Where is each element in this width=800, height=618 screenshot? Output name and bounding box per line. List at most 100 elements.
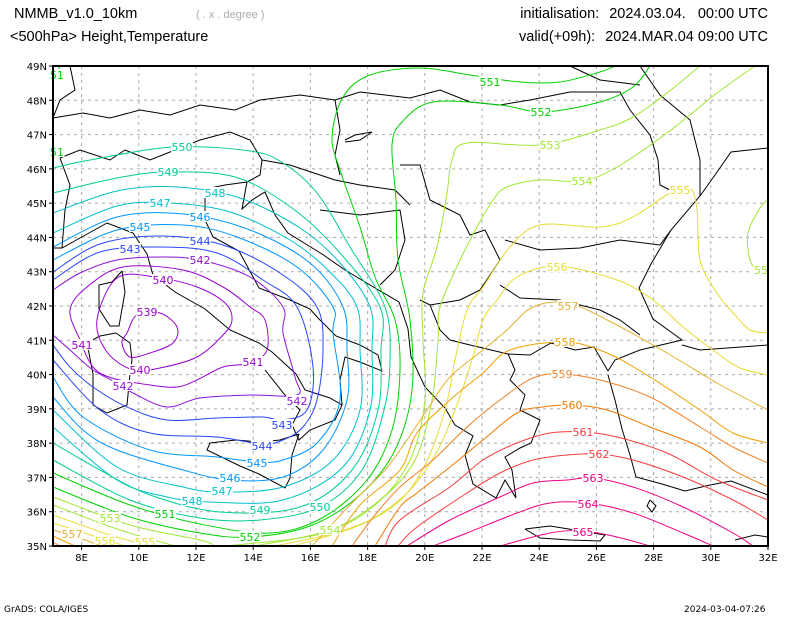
contour-label-mask — [239, 531, 261, 542]
border-italy-france — [59, 157, 71, 249]
coastline-cyprus-edge — [734, 534, 769, 541]
contour-label-mask — [136, 306, 158, 317]
contour-label-mask — [319, 524, 341, 535]
contour-label-mask — [119, 243, 141, 254]
model-name: NMMB_v1.0_10km — [14, 6, 138, 22]
init-label: initialisation: — [520, 6, 600, 22]
contour-559 — [52, 541, 61, 547]
border-north — [52, 65, 76, 119]
border-austria-hungary — [334, 99, 341, 176]
contour-label-550: 550 — [172, 141, 193, 154]
contour-label-mask — [242, 356, 264, 367]
lat-label: 46N — [27, 165, 47, 176]
lon-label: 16E — [301, 553, 320, 564]
contour-label-543: 543 — [272, 419, 293, 432]
lat-label: 41N — [27, 336, 47, 347]
contour-label-mask — [572, 526, 594, 537]
contour-label-549: 549 — [158, 166, 179, 179]
contour-551 — [52, 65, 616, 534]
contour-label-mask — [246, 457, 268, 468]
contour-label-mask — [588, 448, 610, 459]
contour-label-554: 554 — [320, 524, 341, 537]
coastline-corsica — [98, 270, 126, 327]
coastline-crete — [524, 525, 606, 542]
contour-label-558: 558 — [555, 336, 576, 349]
contour-label-557: 557 — [558, 300, 579, 313]
contour-label-mask — [219, 472, 241, 483]
coastline-italy-east — [204, 181, 383, 406]
contour-label-551: 51 — [50, 146, 64, 159]
contour-544 — [52, 235, 324, 445]
lat-label: 47N — [27, 131, 47, 142]
contour-label-544: 544 — [190, 235, 211, 248]
lon-label: 28E — [644, 553, 663, 564]
contour-label-561: 561 — [573, 426, 594, 439]
contour-label-556: 556 — [547, 261, 568, 274]
contour-label-546: 546 — [190, 211, 211, 224]
border-slovenia-croatia — [261, 159, 411, 206]
contour-543 — [52, 246, 314, 422]
contour-label-552: 552 — [531, 106, 552, 119]
contour-546 — [52, 212, 350, 482]
contour-559 — [351, 373, 769, 547]
lat-label: 39N — [27, 405, 47, 416]
footer-credit: GrADS: COLA/IGES — [4, 605, 89, 615]
contour-label-mask — [94, 535, 116, 546]
contour-label-mask — [129, 364, 151, 375]
contour-545 — [52, 223, 342, 463]
contour-label-mask — [582, 472, 604, 483]
coastline-turkey — [607, 147, 769, 372]
lon-label: 18E — [358, 553, 377, 564]
contour-label-549: 549 — [250, 504, 271, 517]
contour-label-548: 548 — [205, 187, 226, 200]
contour-541 — [69, 265, 269, 388]
lat-label: 37N — [27, 473, 47, 484]
contour-539 — [121, 311, 179, 358]
contour-label-547: 547 — [212, 485, 233, 498]
contour-label-544: 544 — [252, 440, 273, 453]
contour-label-mask — [134, 536, 156, 547]
contour-label-540: 540 — [130, 364, 151, 377]
contour-labels: 5505495485475465455445435425405395405415… — [49, 69, 769, 549]
contour-label-548: 548 — [182, 495, 203, 508]
contour-label-551: 51 — [50, 69, 64, 82]
contour-552 — [52, 65, 651, 538]
contour-label-550: 550 — [310, 501, 331, 514]
contour-label-551: 551 — [480, 76, 501, 89]
lat-label: 38N — [27, 439, 47, 450]
contour-label-559: 559 — [552, 368, 573, 381]
border-romania-bulgaria — [504, 229, 672, 251]
contour-label-mask — [189, 235, 211, 246]
contour-556 — [292, 265, 769, 547]
contour-550 — [52, 146, 391, 522]
contour-label-545: 545 — [247, 457, 268, 470]
contour-554 — [746, 199, 769, 274]
lat-label: 45N — [27, 199, 47, 210]
contour-562 — [397, 453, 769, 547]
coastline-anatolia — [681, 344, 769, 351]
contour-label-541: 541 — [72, 339, 93, 352]
contour-label-564: 564 — [578, 498, 599, 511]
contour-547 — [52, 201, 363, 493]
contour-label-554: 554 — [572, 175, 593, 188]
contour-557 — [311, 301, 769, 547]
lon-label: 26E — [587, 553, 606, 564]
contour-label-mask — [99, 512, 121, 523]
contour-label-mask — [530, 106, 552, 117]
contour-label-mask — [554, 336, 576, 347]
contour-label-mask — [149, 197, 171, 208]
valid-row: valid(+09h): 2024.MAR.04 09:00 UTC — [519, 29, 768, 45]
contour-551 — [52, 65, 61, 81]
coastline-italy — [53, 222, 343, 441]
lat-label: 48N — [27, 96, 47, 107]
contour-label-mask — [112, 380, 134, 391]
border-albania-greece — [429, 304, 509, 355]
lon-label: 12E — [186, 553, 205, 564]
contour-label-mask — [181, 495, 203, 506]
contour-label-547: 547 — [150, 197, 171, 210]
border-serbia — [400, 164, 501, 306]
border-alps — [52, 91, 361, 119]
contour-563 — [406, 477, 754, 547]
lat-label: 36N — [27, 508, 47, 519]
contour-label-mask — [129, 221, 151, 232]
